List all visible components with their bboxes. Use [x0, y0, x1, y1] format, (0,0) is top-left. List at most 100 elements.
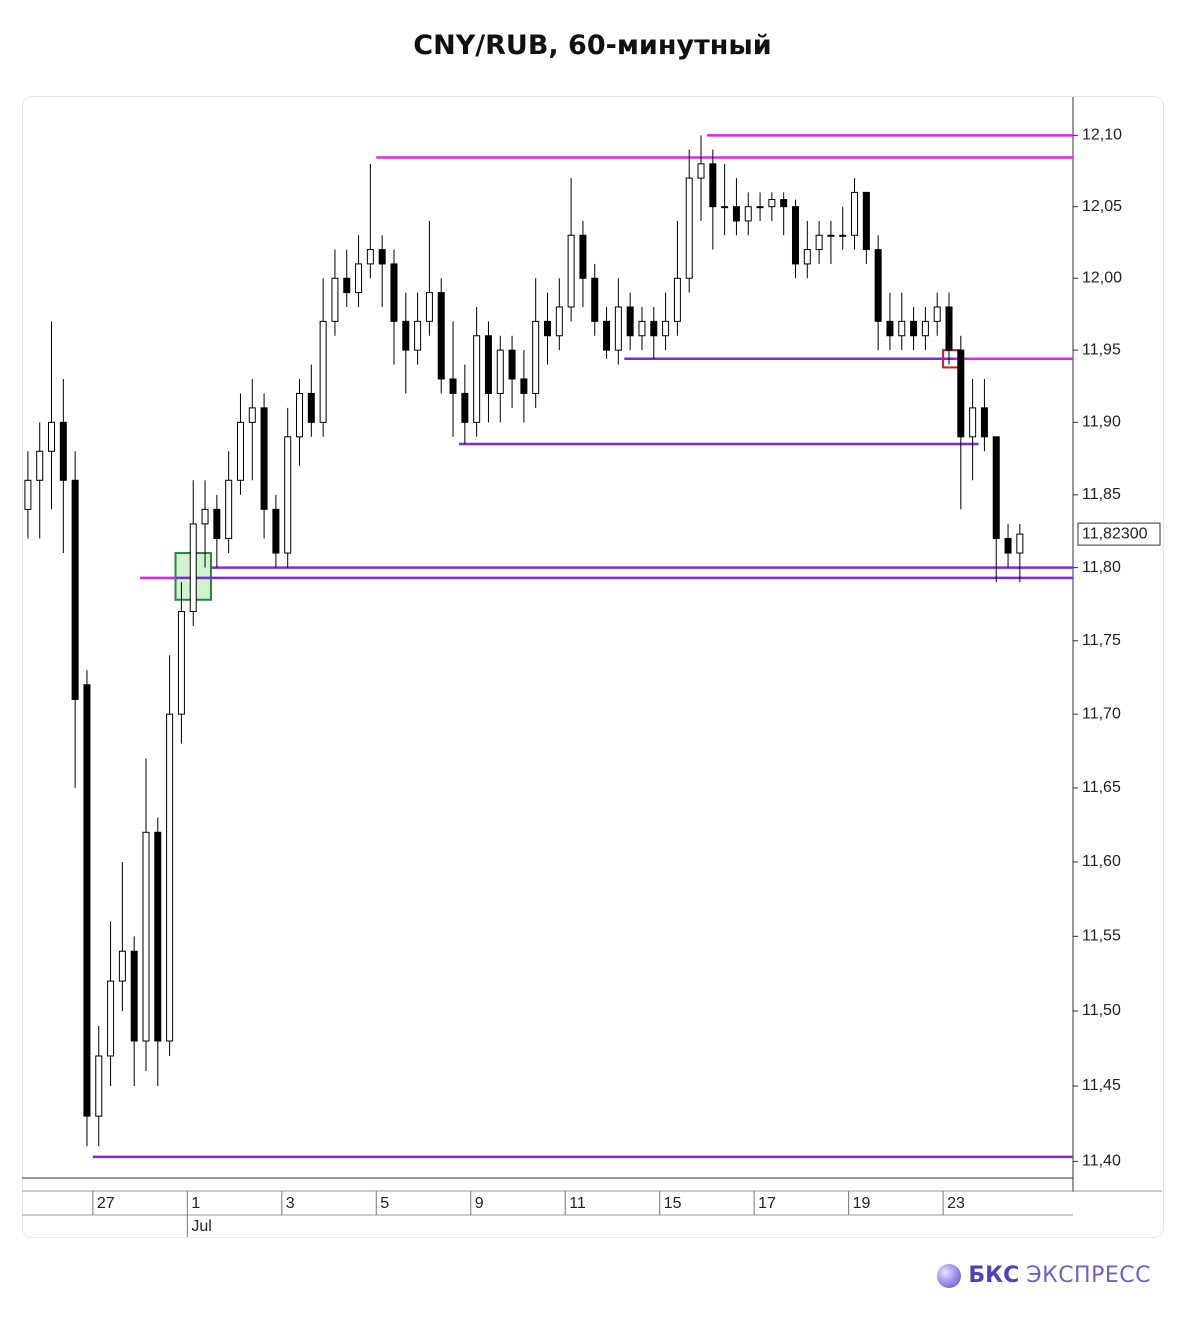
- candle-body: [579, 234, 587, 279]
- x-tick-label: 3: [286, 1195, 295, 1212]
- candle-body: [768, 199, 776, 208]
- candle-body: [437, 292, 445, 380]
- candle-body: [650, 320, 658, 337]
- brand-name: БКС: [968, 1263, 1020, 1288]
- candle-body: [484, 335, 492, 394]
- candle-body: [910, 320, 918, 337]
- x-tick-label: 11: [569, 1195, 586, 1212]
- candle-body: [107, 980, 115, 1057]
- candle-body: [248, 407, 256, 423]
- x-tick-label: 17: [758, 1195, 776, 1212]
- current-price-box: [1077, 522, 1161, 546]
- candle-body: [732, 206, 740, 222]
- candle-body: [343, 277, 351, 294]
- candle-body: [1016, 533, 1024, 554]
- candle-body: [236, 421, 244, 481]
- brand-logo: БКС ЭКСПРЕСС: [937, 1263, 1151, 1288]
- candle-body: [508, 349, 516, 380]
- candle-body: [756, 206, 764, 209]
- candle-body: [378, 249, 386, 265]
- candle-body: [71, 479, 79, 700]
- y-tick-label: 12,05: [1082, 198, 1122, 215]
- candle-body: [59, 421, 67, 481]
- candle-body: [319, 320, 327, 423]
- candle-body: [118, 950, 126, 982]
- candle-body: [791, 206, 799, 265]
- y-tick-label: 11,75: [1082, 632, 1121, 649]
- candle-body: [532, 320, 540, 394]
- chart-card: [22, 96, 1164, 1238]
- candle-body: [201, 508, 209, 525]
- candle-body: [331, 277, 339, 322]
- candle-body: [260, 407, 268, 510]
- y-tick-label: 11,45: [1082, 1077, 1121, 1094]
- candle-body: [496, 349, 504, 394]
- x-tick-label: 9: [475, 1195, 484, 1212]
- candle-body: [721, 206, 729, 209]
- y-tick-label: 11,80: [1082, 559, 1121, 576]
- candle-body: [803, 249, 811, 265]
- x-tick-label: 5: [380, 1195, 389, 1212]
- candle-body: [744, 206, 752, 222]
- y-tick-label: 12,00: [1082, 269, 1122, 286]
- product-name: ЭКСПРЕСС: [1026, 1263, 1151, 1288]
- candle-body: [402, 320, 410, 351]
- candle-body: [142, 831, 150, 1042]
- candle-body: [213, 508, 221, 539]
- candle-body: [591, 277, 599, 322]
- candle-body: [307, 392, 315, 423]
- candle-body: [272, 508, 280, 554]
- candle-body: [177, 610, 185, 715]
- candle-body: [638, 320, 646, 337]
- candle-body: [980, 407, 988, 438]
- candle-body: [815, 234, 823, 251]
- candle-body: [933, 306, 941, 322]
- candle-body: [614, 306, 622, 351]
- candle-body: [992, 436, 1000, 539]
- logo-icon: [937, 1263, 962, 1288]
- candle-body: [154, 831, 162, 1042]
- chart-title: CNY/RUB, 60-минутный: [413, 30, 772, 61]
- candle-body: [555, 306, 563, 337]
- candle-body: [780, 199, 788, 208]
- candle-body: [284, 436, 292, 554]
- x-tick-label: 15: [664, 1195, 682, 1212]
- candle-body: [449, 378, 457, 394]
- y-tick-label: 11,65: [1082, 779, 1121, 796]
- candle-body: [957, 349, 965, 438]
- y-tick-label: 12,10: [1082, 127, 1122, 144]
- candle-body: [355, 263, 363, 294]
- candle-body: [296, 392, 304, 438]
- candle-body: [36, 450, 44, 481]
- y-tick-label: 11,95: [1082, 341, 1121, 358]
- y-tick-label: 11,50: [1082, 1002, 1121, 1019]
- candle-body: [673, 277, 681, 322]
- candle-body: [473, 335, 481, 423]
- y-tick-label: 11,55: [1082, 928, 1121, 945]
- candle-body: [48, 421, 56, 452]
- x-tick-label: 19: [853, 1195, 871, 1212]
- candle-body: [189, 523, 197, 612]
- candle-body: [130, 950, 138, 1042]
- candle-body: [851, 191, 859, 236]
- candle-body: [166, 713, 174, 1042]
- candle-body: [827, 234, 835, 237]
- candle-body: [1004, 537, 1012, 554]
- candle-body: [24, 479, 32, 510]
- x-tick-label: 23: [947, 1195, 965, 1212]
- candle-body: [685, 177, 693, 279]
- candle-body: [544, 320, 551, 337]
- candle-body: [83, 684, 91, 1117]
- candle-body: [662, 320, 670, 337]
- x-tick-label: 27: [97, 1195, 115, 1212]
- candle-body: [603, 320, 611, 351]
- y-tick-label: 11,60: [1082, 853, 1121, 870]
- candle-body: [945, 306, 953, 351]
- candle-body: [520, 378, 528, 394]
- candle-body: [390, 263, 398, 322]
- candle-body: [898, 320, 906, 337]
- candle-body: [886, 320, 894, 337]
- candle-body: [225, 479, 233, 539]
